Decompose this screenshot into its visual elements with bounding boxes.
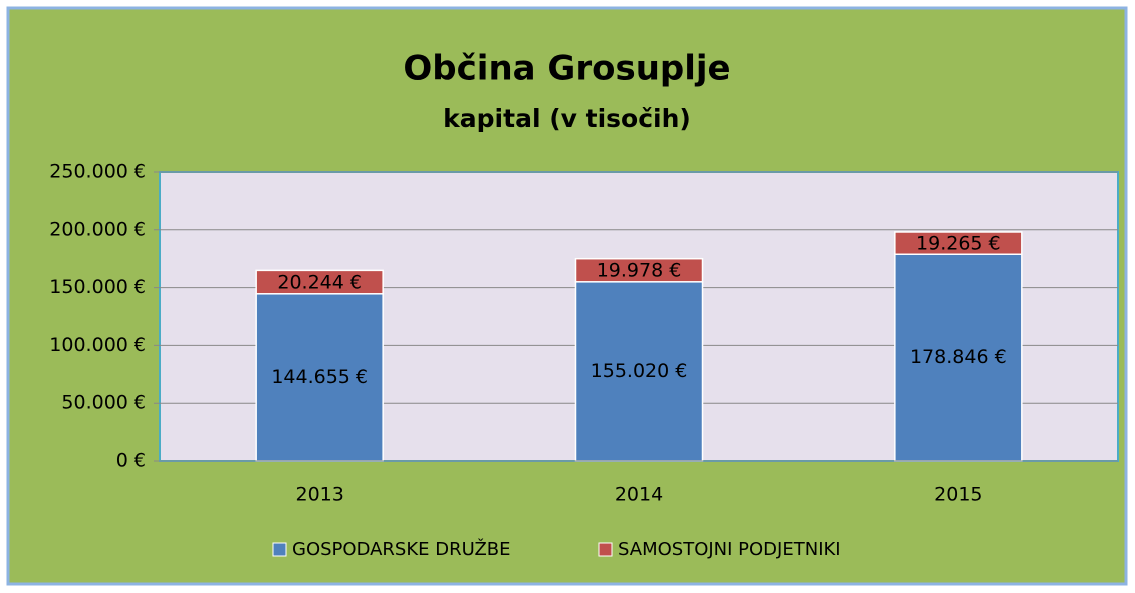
chart-title: Občina Grosuplje	[403, 49, 730, 89]
x-tick-label: 2014	[615, 484, 663, 506]
legend-swatch	[272, 542, 287, 557]
x-tick-label: 2013	[295, 484, 343, 506]
y-tick-label: 0 €	[116, 450, 146, 472]
y-tick-label: 100.000 €	[49, 334, 146, 356]
value-label: 155.020 €	[591, 360, 688, 382]
value-label: 144.655 €	[271, 366, 368, 388]
legend-label: GOSPODARSKE DRUŽBE	[292, 538, 511, 560]
bar-segment	[255, 269, 384, 295]
legend-swatch	[598, 542, 613, 557]
bar-segment	[894, 253, 1023, 462]
bar-segment	[255, 293, 384, 462]
chart-subtitle: kapital (v tisočih)	[443, 104, 691, 133]
bar-segment	[894, 231, 1023, 256]
x-tick-label: 2015	[934, 484, 982, 506]
y-tick-label: 50.000 €	[61, 392, 146, 414]
value-label: 19.265 €	[916, 233, 1001, 255]
legend-label: SAMOSTOJNI PODJETNIKI	[618, 539, 841, 560]
value-label: 20.244 €	[277, 272, 362, 294]
y-tick-label: 150.000 €	[49, 276, 146, 298]
y-tick-label: 200.000 €	[49, 218, 146, 240]
value-label: 19.978 €	[597, 260, 682, 282]
bar-segment	[574, 257, 704, 283]
y-tick-label: 250.000 €	[49, 161, 146, 183]
value-label: 178.846 €	[910, 346, 1007, 368]
